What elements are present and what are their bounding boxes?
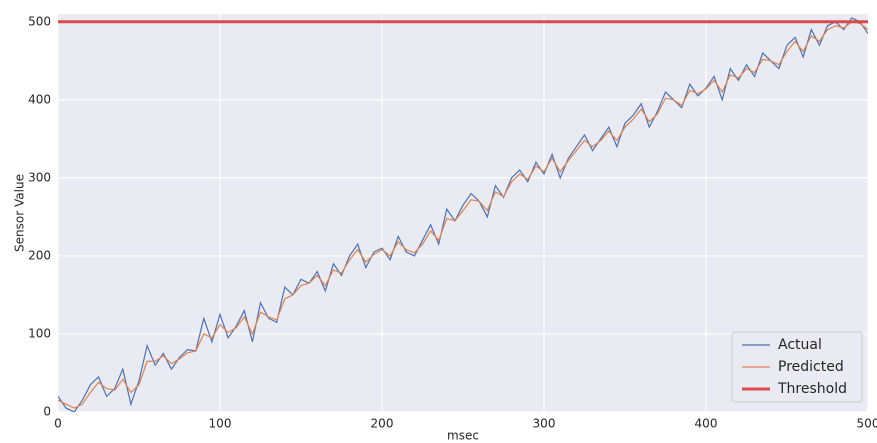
x-tick-label: 500 [857, 417, 877, 431]
y-tick-label: 400 [28, 92, 51, 106]
legend-box [731, 331, 863, 403]
legend-label: Threshold [777, 381, 847, 397]
x-tick-label: 100 [209, 417, 232, 431]
y-axis-label: Sensor Value [13, 174, 27, 252]
y-tick-label: 200 [28, 248, 51, 262]
legend-label: Actual [778, 337, 822, 353]
x-tick-label: 200 [371, 417, 394, 431]
x-tick-label: 300 [533, 417, 556, 431]
y-tick-label: 0 [43, 405, 51, 419]
x-tick-label: 0 [54, 417, 62, 431]
legend-label: Predicted [778, 359, 844, 375]
y-tick-label: 100 [28, 326, 51, 340]
y-tick-label: 500 [28, 14, 51, 28]
line [58, 21, 868, 409]
x-axis-label: msec [447, 429, 479, 443]
y-tick-label: 300 [28, 170, 51, 184]
line [58, 17, 868, 412]
x-tick-label: 400 [695, 417, 718, 431]
